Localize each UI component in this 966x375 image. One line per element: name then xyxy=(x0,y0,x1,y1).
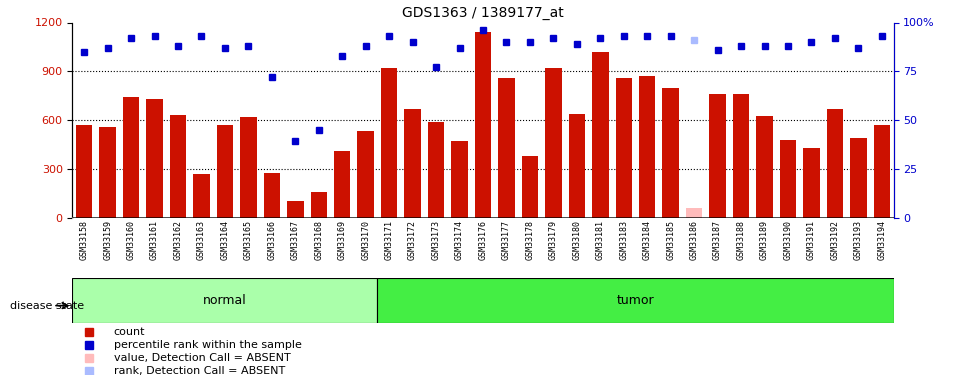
Text: GSM33162: GSM33162 xyxy=(174,220,183,261)
Bar xyxy=(287,201,303,217)
Text: GSM33185: GSM33185 xyxy=(667,220,675,261)
Bar xyxy=(428,122,444,218)
Bar xyxy=(498,78,515,218)
Text: count: count xyxy=(114,327,145,337)
Bar xyxy=(873,125,890,217)
Bar xyxy=(850,138,867,218)
Text: GSM33167: GSM33167 xyxy=(291,220,299,261)
Text: GSM33160: GSM33160 xyxy=(127,220,135,261)
Bar xyxy=(756,116,773,218)
Bar xyxy=(193,174,210,217)
Bar xyxy=(170,115,186,218)
Text: GSM33164: GSM33164 xyxy=(220,220,230,261)
Text: GSM33163: GSM33163 xyxy=(197,220,206,261)
Bar xyxy=(123,97,139,218)
Bar xyxy=(804,148,820,217)
Text: GSM33187: GSM33187 xyxy=(713,220,723,261)
Text: GSM33170: GSM33170 xyxy=(361,220,370,261)
Text: GSM33194: GSM33194 xyxy=(877,220,887,261)
Bar xyxy=(357,131,374,218)
Bar xyxy=(264,173,280,217)
Text: GSM33181: GSM33181 xyxy=(596,220,605,261)
Bar xyxy=(639,76,656,217)
Text: GSM33173: GSM33173 xyxy=(432,220,440,261)
Bar xyxy=(451,141,468,218)
Bar xyxy=(334,151,351,217)
Text: GSM33172: GSM33172 xyxy=(408,220,417,261)
Bar xyxy=(827,109,843,217)
Bar xyxy=(241,117,257,218)
Text: percentile rank within the sample: percentile rank within the sample xyxy=(114,340,301,350)
Bar xyxy=(99,126,116,218)
Text: GSM33191: GSM33191 xyxy=(807,220,816,261)
Text: tumor: tumor xyxy=(616,294,654,306)
Text: GSM33161: GSM33161 xyxy=(150,220,159,261)
Bar xyxy=(663,87,679,218)
Bar xyxy=(216,125,233,217)
Text: GSM33178: GSM33178 xyxy=(526,220,534,261)
Bar xyxy=(780,140,796,218)
Bar xyxy=(381,68,397,218)
Bar xyxy=(569,114,585,218)
Text: GSM33171: GSM33171 xyxy=(384,220,394,261)
Text: GSM33179: GSM33179 xyxy=(549,220,558,261)
Text: GSM33190: GSM33190 xyxy=(783,220,792,261)
Text: GSM33186: GSM33186 xyxy=(690,220,698,261)
Text: GSM33184: GSM33184 xyxy=(642,220,652,261)
Bar xyxy=(378,278,894,322)
Text: GSM33188: GSM33188 xyxy=(736,220,746,261)
Text: value, Detection Call = ABSENT: value, Detection Call = ABSENT xyxy=(114,353,290,363)
Text: GSM33177: GSM33177 xyxy=(502,220,511,261)
Bar xyxy=(405,109,421,217)
Text: GSM33192: GSM33192 xyxy=(831,220,839,261)
Text: GSM33193: GSM33193 xyxy=(854,220,863,261)
Text: GSM33166: GSM33166 xyxy=(268,220,276,261)
Text: GSM33183: GSM33183 xyxy=(619,220,628,261)
Text: GSM33168: GSM33168 xyxy=(314,220,324,261)
Bar xyxy=(522,156,538,218)
Text: GSM33189: GSM33189 xyxy=(760,220,769,261)
Bar xyxy=(311,192,327,217)
Bar xyxy=(545,68,561,218)
Bar xyxy=(72,278,378,322)
Text: GSM33180: GSM33180 xyxy=(572,220,582,261)
Text: GSM33174: GSM33174 xyxy=(455,220,464,261)
Bar xyxy=(686,208,702,218)
Bar xyxy=(475,32,491,218)
Bar xyxy=(615,78,632,218)
Text: GSM33169: GSM33169 xyxy=(338,220,347,261)
Text: GSM33176: GSM33176 xyxy=(478,220,488,261)
Bar xyxy=(733,94,750,218)
Text: GSM33159: GSM33159 xyxy=(103,220,112,261)
Text: GSM33158: GSM33158 xyxy=(79,220,89,261)
Text: rank, Detection Call = ABSENT: rank, Detection Call = ABSENT xyxy=(114,366,285,375)
Bar xyxy=(709,94,725,218)
Bar xyxy=(592,52,609,217)
Text: normal: normal xyxy=(203,294,247,306)
Text: GSM33165: GSM33165 xyxy=(243,220,253,261)
Bar xyxy=(76,125,93,217)
Title: GDS1363 / 1389177_at: GDS1363 / 1389177_at xyxy=(402,6,564,20)
Text: disease state: disease state xyxy=(10,301,84,310)
Bar xyxy=(147,99,163,218)
